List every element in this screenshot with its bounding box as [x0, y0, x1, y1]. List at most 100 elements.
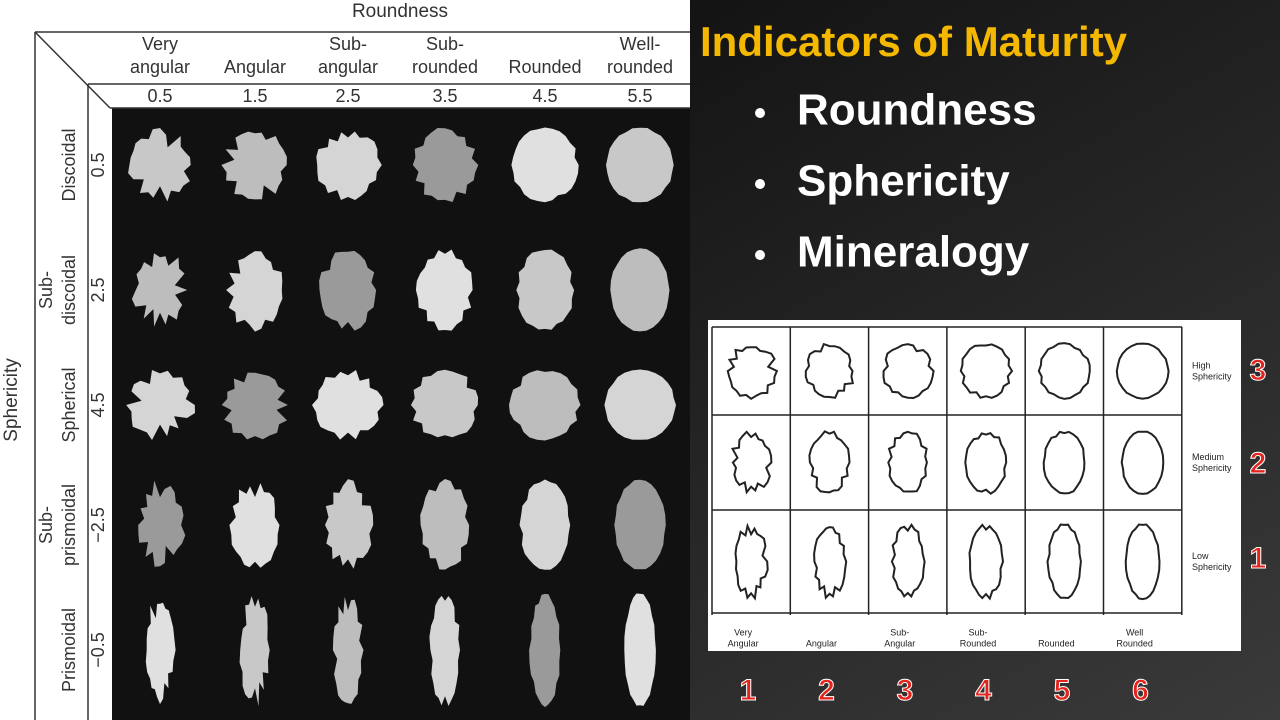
grain: [610, 248, 670, 332]
grain: [325, 479, 374, 569]
grain: [604, 369, 676, 440]
column-label: angular: [318, 57, 378, 77]
row-label: Sphericity: [1192, 371, 1232, 381]
column-number: 5: [1054, 674, 1071, 707]
grain: [516, 249, 575, 330]
grain: [221, 131, 287, 200]
grain: [229, 483, 280, 568]
slide-title: Indicators of Maturity: [700, 18, 1128, 65]
photo-area: [112, 108, 690, 720]
column-label: rounded: [607, 57, 673, 77]
grain: [509, 370, 581, 441]
grain: [316, 131, 382, 200]
bullet-text: Sphericity: [797, 157, 1010, 206]
grain: [128, 128, 191, 202]
grain: [734, 522, 769, 601]
grain: [239, 596, 270, 707]
row-value: 2.5: [88, 277, 108, 302]
column-number: 1: [740, 674, 757, 707]
column-label: Angular: [224, 57, 286, 77]
column-label: rounded: [412, 57, 478, 77]
grain: [730, 430, 773, 495]
column-label: Sub-: [329, 34, 367, 54]
column-number: 4: [975, 674, 992, 707]
figure-frame: [34, 31, 690, 720]
column-label: Very: [142, 34, 178, 54]
column-label: Sub-: [969, 627, 988, 637]
row-value: −0.5: [88, 632, 108, 668]
row-label: High: [1192, 360, 1211, 370]
grain: [606, 127, 674, 203]
row-label: Low: [1192, 551, 1209, 561]
right-figure: VeryAngular1Angular2Sub-Angular3Sub-Roun…: [711, 326, 1267, 707]
column-label: Well: [1126, 627, 1143, 637]
grain: [145, 602, 176, 705]
grain: [804, 342, 855, 399]
axis-title: Sphericity: [1, 358, 22, 442]
column-value: 2.5: [335, 86, 360, 106]
column-label: Sub-: [426, 34, 464, 54]
grain: [959, 343, 1014, 399]
column-value: 1.5: [242, 86, 267, 106]
row-label: Sphericity: [1192, 562, 1232, 572]
column-number: 6: [1132, 674, 1149, 707]
grain: [529, 593, 561, 708]
bullet-dot: [755, 108, 765, 118]
grain: [1046, 523, 1082, 600]
grain: [519, 479, 571, 570]
column-number: 2: [818, 674, 835, 707]
column-label: Sub-: [890, 627, 909, 637]
grain: [429, 595, 460, 706]
grain: [138, 480, 186, 567]
grain: [614, 479, 666, 570]
grain: [412, 128, 479, 202]
grain: [226, 251, 283, 332]
bullet-list: Roundness Sphericity Mineralogy: [755, 86, 1037, 277]
column-label: Well-: [620, 34, 661, 54]
grain: [511, 127, 579, 203]
column-value: 3.5: [432, 86, 457, 106]
row-number: 2: [1250, 447, 1267, 480]
row-value: 4.5: [88, 392, 108, 417]
row-label: Prismoidal: [59, 608, 79, 692]
grain: [126, 370, 195, 440]
grain: [410, 369, 479, 438]
grain: [726, 346, 779, 401]
row-label: Sub-: [36, 506, 56, 544]
column-label: Rounded: [1116, 638, 1153, 648]
grain: [1120, 430, 1165, 495]
grain: [131, 253, 188, 327]
bullet-dot: [755, 179, 765, 189]
grain: [808, 430, 851, 494]
grain: [964, 432, 1008, 495]
column-label: Angular: [806, 638, 837, 648]
column-label: Rounded: [960, 638, 997, 648]
grain: [813, 526, 848, 600]
left-figure: Roundness Sphericity Very angular 0.5 Angular…: [1, 1, 676, 708]
bullet-text: Mineralogy: [797, 228, 1030, 277]
row-number: 3: [1250, 354, 1267, 387]
grain: [319, 250, 377, 331]
grain: [887, 430, 928, 493]
column-label: Rounded: [508, 57, 581, 77]
row-value: 0.5: [88, 152, 108, 177]
grain: [1124, 523, 1161, 601]
row-label: Discoidal: [59, 128, 79, 201]
axis-title: Roundness: [352, 1, 448, 22]
row-label: Sphericity: [1192, 463, 1232, 473]
grain: [624, 593, 656, 706]
column-value: 5.5: [627, 86, 652, 106]
grain: [882, 343, 935, 400]
column-label: Rounded: [1038, 638, 1075, 648]
row-label: Spherical: [59, 367, 79, 442]
right-figure-panel: [708, 320, 1241, 651]
grain: [332, 596, 364, 704]
column-number: 3: [897, 674, 914, 707]
grain: [968, 523, 1005, 601]
row-value: −2.5: [88, 507, 108, 543]
column-value: 0.5: [147, 86, 172, 106]
grain: [420, 479, 470, 570]
grain: [1037, 342, 1091, 400]
column-value: 4.5: [532, 86, 557, 106]
row-label: Medium: [1192, 452, 1224, 462]
